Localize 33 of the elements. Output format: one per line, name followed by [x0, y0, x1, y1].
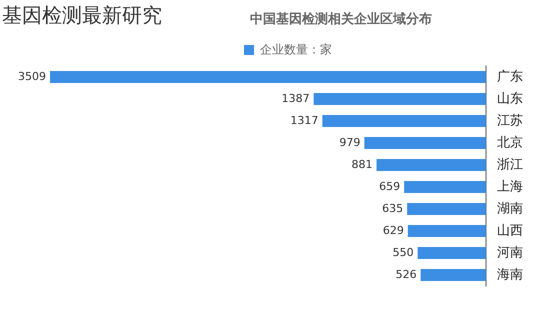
- y-tick-label: 广东: [497, 68, 523, 84]
- y-tick-label: 北京: [497, 134, 523, 150]
- y-tick-label: 上海: [497, 178, 523, 194]
- bar: [420, 269, 486, 281]
- data-label: 881: [352, 158, 373, 171]
- data-label: 550: [392, 246, 414, 259]
- data-label: 979: [339, 136, 360, 149]
- bar: [322, 115, 486, 127]
- bar: [404, 181, 486, 193]
- bar: [364, 137, 486, 149]
- data-label: 3509: [18, 70, 46, 83]
- bar: [418, 247, 486, 259]
- y-tick-label: 河南: [497, 244, 523, 260]
- y-tick-label: 江苏: [497, 112, 523, 128]
- data-label: 659: [379, 180, 400, 193]
- y-tick-label: 浙江: [497, 156, 523, 172]
- data-label: 629: [382, 224, 404, 237]
- chart-title: 基因检测最新研究: [2, 2, 162, 29]
- y-tick-label: 湖南: [497, 200, 523, 216]
- y-tick-label: 山东: [497, 90, 523, 106]
- bar: [407, 203, 486, 215]
- y-tick-label: 海南: [497, 266, 523, 282]
- chart-subtitle: 中国基因检测相关企业区域分布: [250, 10, 432, 28]
- y-tick-label: 山西: [497, 222, 523, 238]
- bar: [408, 225, 486, 237]
- bar: [50, 71, 486, 83]
- data-label: 526: [396, 268, 417, 281]
- bar: [314, 93, 486, 105]
- data-label: 1317: [290, 114, 318, 127]
- legend-label: 企业数量：家: [260, 42, 332, 56]
- bar: [376, 159, 486, 171]
- data-label: 1387: [282, 92, 310, 105]
- data-label: 635: [382, 202, 404, 215]
